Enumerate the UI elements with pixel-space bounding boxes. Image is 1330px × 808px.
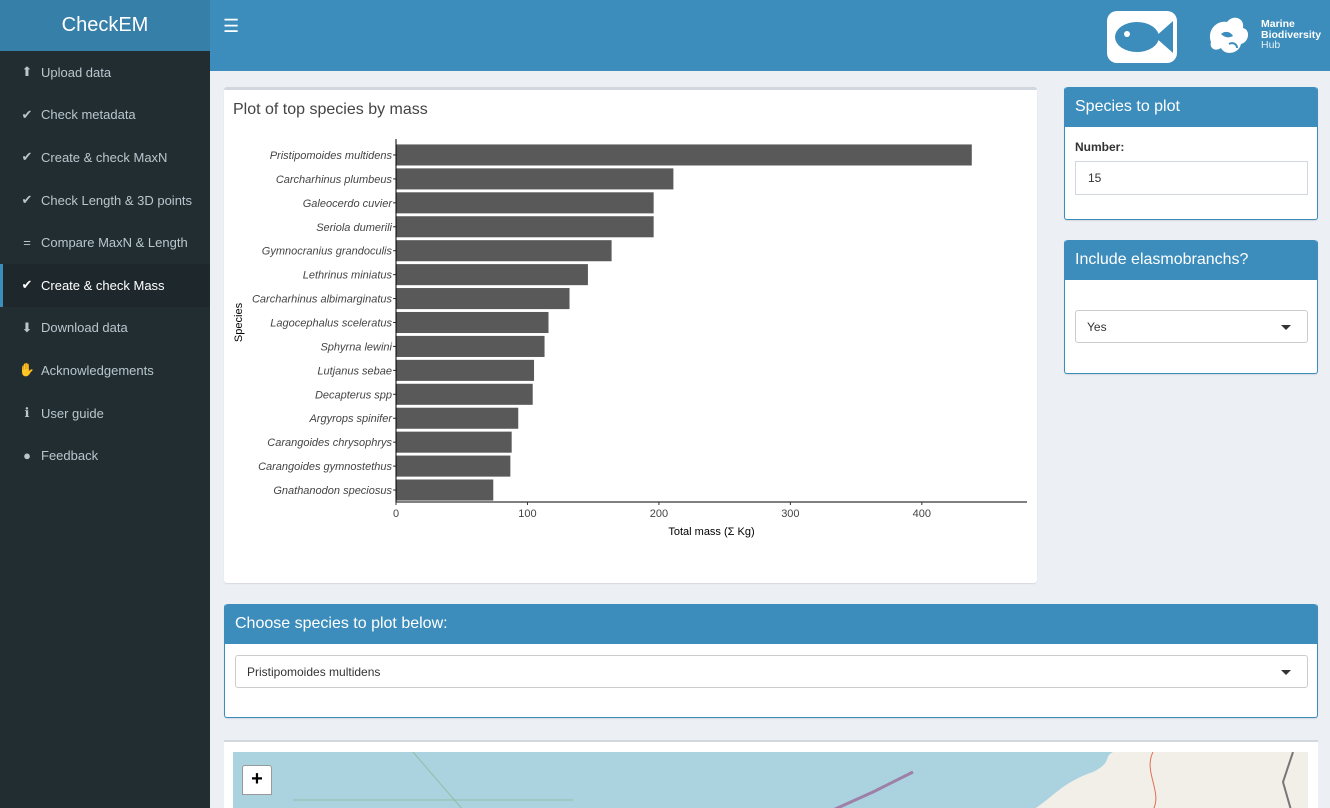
x-tick-label: 400 xyxy=(913,508,931,520)
chevron-down-icon xyxy=(1281,325,1291,330)
elasmobranchs-title: Include elasmobranchs? xyxy=(1065,240,1317,280)
fish-logo xyxy=(1107,11,1177,63)
species-to-plot-title: Species to plot xyxy=(1065,87,1317,127)
sidebar-item-label: Create & check MaxN xyxy=(41,149,168,165)
y-tick-label: Carcharhinus plumbeus xyxy=(276,174,393,186)
y-tick-label: Seriola dumerili xyxy=(316,222,392,234)
x-tick-label: 200 xyxy=(650,508,668,520)
handshake-icon: ✋ xyxy=(18,362,36,378)
sidebar-item-check-length-3d-points[interactable]: ✔ Check Length & 3D points xyxy=(0,179,210,222)
sidebar-item-feedback[interactable]: ● Feedback xyxy=(0,434,210,477)
sidebar-item-label: Check Length & 3D points xyxy=(41,192,193,208)
sidebar-item-label: Feedback xyxy=(41,448,99,464)
species-mass-bar-chart: Pristipomoides multidens Carcharhinus plu… xyxy=(233,139,1027,538)
y-tick-label: Gymnocranius grandoculis xyxy=(262,246,393,258)
check-icon: ✔ xyxy=(21,192,33,208)
bar xyxy=(396,431,512,453)
y-tick-label: Carangoides gymnostethus xyxy=(258,461,392,473)
x-axis-label: Total mass (Σ Kg) xyxy=(668,526,754,538)
bar xyxy=(396,479,494,501)
sidebar-item-create-check-mass[interactable]: ✔ Create & check Mass xyxy=(0,263,210,307)
plot-box: Plot of top species by mass Pristipomoid… xyxy=(224,87,1037,583)
check-icon: ✔ xyxy=(21,106,33,122)
bar xyxy=(396,335,545,357)
y-tick-label: Lutjanus sebae xyxy=(317,365,392,377)
y-tick-label: Carcharhinus albimarginatus xyxy=(252,294,393,306)
sidebar-menu: ⬆ Upload data ✔ Check metadata ✔ Create & che… xyxy=(0,51,210,477)
y-tick-label: Lethrinus miniatus xyxy=(303,270,393,282)
y-tick-label: Pristipomoides multidens xyxy=(270,150,393,162)
elasmobranchs-box: Include elasmobranchs? Yes xyxy=(1064,240,1318,374)
marine-hub-logo-icon xyxy=(1209,17,1249,53)
map[interactable]: + xyxy=(233,752,1308,808)
bar xyxy=(396,383,533,405)
y-tick-label: Galeocerdo cuvier xyxy=(303,198,394,210)
species-to-plot-box: Species to plot Number: 15 xyxy=(1064,87,1318,220)
sidebar-item-label: Compare MaxN & Length xyxy=(41,235,188,251)
number-input[interactable]: 15 xyxy=(1075,161,1308,195)
marine-hub-logo-text: Marine Biodiversity Hub xyxy=(1261,19,1321,51)
y-tick-label: Argyrops spinifer xyxy=(308,413,393,425)
bar xyxy=(396,264,588,286)
choose-species-select[interactable]: Pristipomoides multidens xyxy=(235,655,1308,688)
choose-species-selected: Pristipomoides multidens xyxy=(247,664,381,679)
sidebar-item-upload-data[interactable]: ⬆ Upload data xyxy=(0,51,210,94)
bar xyxy=(396,455,511,477)
y-tick-label: Lagocephalus sceleratus xyxy=(270,318,392,330)
map-box: + xyxy=(224,740,1318,808)
sidebar-item-compare-maxn-length[interactable]: = Compare MaxN & Length xyxy=(0,221,210,264)
bar xyxy=(396,311,549,334)
sidebar-item-label: Check metadata xyxy=(41,107,136,123)
sidebar-item-create-check-maxn[interactable]: ✔ Create & check MaxN xyxy=(0,136,210,179)
sidebar-toggle-icon[interactable]: ☰ xyxy=(223,16,240,36)
x-tick-label: 100 xyxy=(518,508,536,520)
download-icon: ⬇ xyxy=(21,319,33,335)
top-header: ☰ Marine Biodiversity Hub xyxy=(210,0,1330,71)
bar xyxy=(396,359,535,381)
elasmobranchs-select[interactable]: Yes xyxy=(1075,310,1308,343)
hub-text-line-1: Marine xyxy=(1261,18,1295,30)
sidebar-item-label: Upload data xyxy=(41,64,112,80)
check-icon: ✔ xyxy=(21,277,33,293)
sidebar-item-label: Download data xyxy=(41,320,128,336)
sidebar-item-check-metadata[interactable]: ✔ Check metadata xyxy=(0,94,210,137)
chevron-down-icon xyxy=(1281,670,1291,675)
number-label: Number: xyxy=(1075,140,1125,154)
sidebar-item-acknowledgements[interactable]: ✋ Acknowledgements xyxy=(0,349,210,392)
bar xyxy=(396,192,654,214)
upload-icon: ⬆ xyxy=(21,64,33,80)
bar xyxy=(396,240,612,262)
x-tick-label: 0 xyxy=(393,508,399,520)
sidebar-item-label: Create & check Mass xyxy=(41,277,165,293)
equals-icon: = xyxy=(23,235,31,251)
y-tick-label: Sphyrna lewini xyxy=(320,341,392,353)
y-tick-label: Gnathanodon speciosus xyxy=(273,485,392,497)
comment-icon: ● xyxy=(23,448,31,464)
x-tick-label: 300 xyxy=(781,508,799,520)
hub-text-line-3: Hub xyxy=(1261,39,1281,51)
bar xyxy=(396,407,519,429)
check-icon: ✔ xyxy=(21,149,33,165)
y-axis-label: Species xyxy=(233,302,245,342)
choose-species-box: Choose species to plot below: Pristipomo… xyxy=(224,604,1318,718)
plot-title: Plot of top species by mass xyxy=(233,101,428,118)
y-tick-label: Carangoides chrysophrys xyxy=(267,437,392,449)
y-tick-label: Decapterus spp xyxy=(315,389,392,401)
sidebar-item-label: User guide xyxy=(41,405,104,421)
choose-species-title: Choose species to plot below: xyxy=(225,604,1317,644)
bar xyxy=(396,168,674,190)
info-icon: ℹ xyxy=(24,405,30,421)
app-title[interactable]: CheckEM xyxy=(0,0,210,51)
map-tiles xyxy=(293,752,1308,808)
sidebar-item-label: Acknowledgements xyxy=(41,362,154,378)
sidebar-item-download-data[interactable]: ⬇ Download data xyxy=(0,307,210,350)
sidebar: CheckEM ⬆ Upload data ✔ Check metadata ✔ Crea… xyxy=(0,0,210,808)
hub-text-line-2: Biodiversity xyxy=(1261,28,1322,41)
elasmobranchs-selected: Yes xyxy=(1087,319,1107,334)
zoom-in-button[interactable]: + xyxy=(242,765,272,795)
bar xyxy=(396,288,570,310)
bar xyxy=(396,144,972,166)
sidebar-item-user-guide[interactable]: ℹ User guide xyxy=(0,392,210,435)
bar xyxy=(396,216,654,238)
